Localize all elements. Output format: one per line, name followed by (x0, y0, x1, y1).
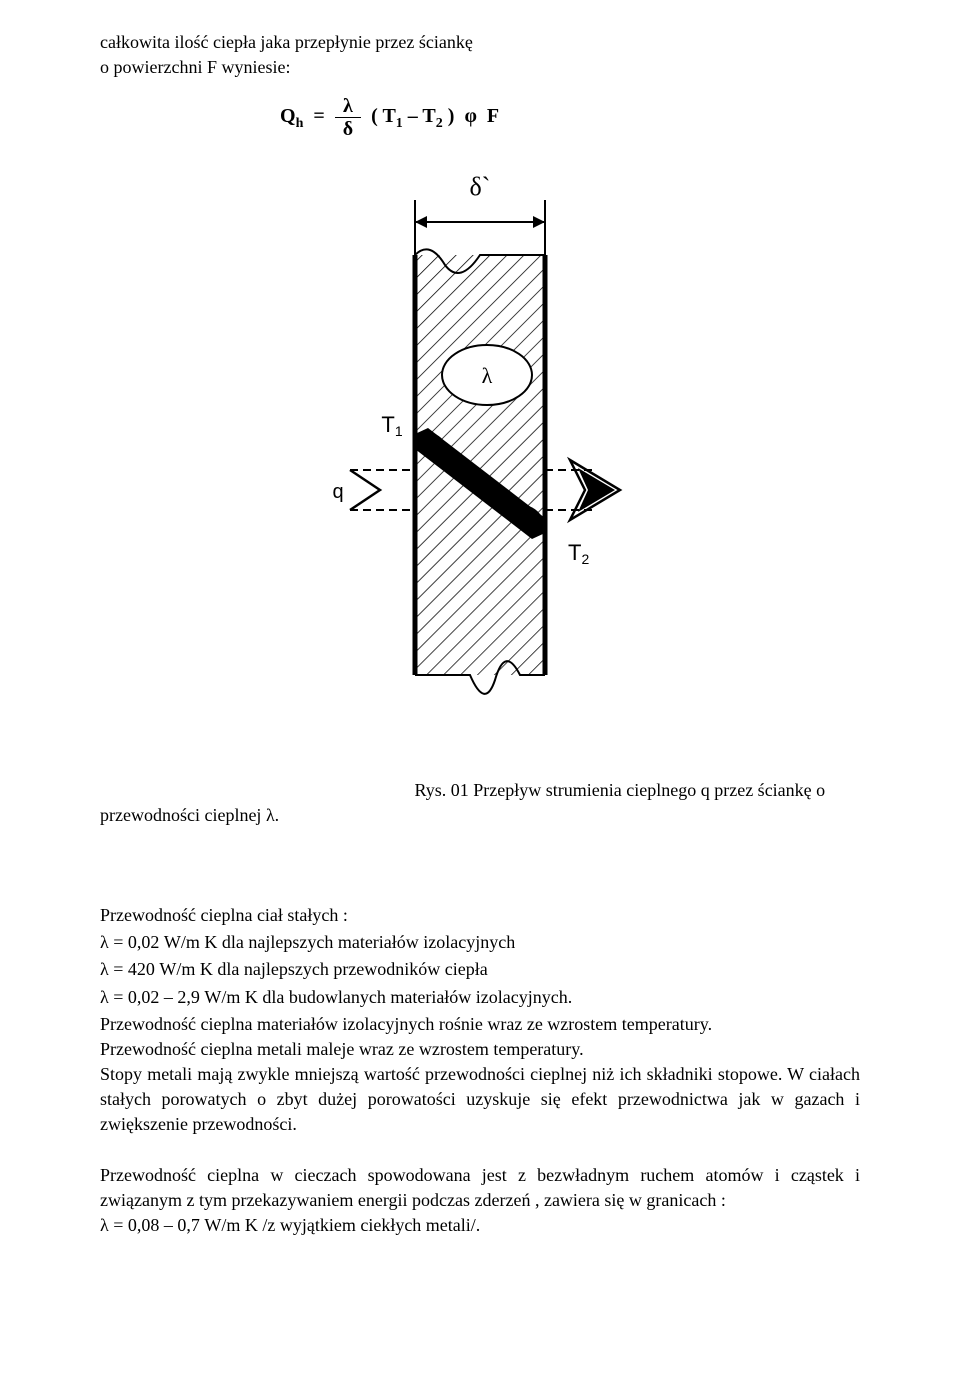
lambda-label: λ (482, 363, 493, 388)
lambda-line-2: λ = 420 W/m K dla najlepszych przewodnik… (100, 957, 860, 982)
eq-numerator: λ (335, 95, 361, 118)
eq-rhs: ( T1 – T2 ) φ F (366, 105, 499, 127)
intro-line-2: o powierzchni F wyniesie: (100, 57, 290, 77)
figure-caption: Rys. 01 Przepływ strumienia cieplnego q … (100, 778, 860, 828)
intro-line-1: całkowita ilość ciepła jaka przepłynie p… (100, 32, 473, 52)
section2-lambda-line: λ = 0,08 – 0,7 W/m K /z wyjątkiem ciekły… (100, 1213, 860, 1238)
delta-dimension: δ` (415, 172, 545, 255)
section2-para-1: Przewodność cieplna w cieczach spowodowa… (100, 1163, 860, 1213)
caption-left: przewodności cieplnej λ. (100, 805, 279, 825)
section1-para-1: Przewodność cieplna materiałów izolacyjn… (100, 1012, 860, 1037)
eq-denominator: δ (335, 118, 361, 140)
eq-fraction: λ δ (335, 95, 361, 140)
section1-para-2: Przewodność cieplna metali maleje wraz z… (100, 1037, 860, 1062)
t1-label: T1 (381, 412, 402, 439)
wall-diagram-svg: δ` λ q (320, 170, 640, 730)
caption-text: Rys. 01 Przepływ strumienia cieplnego q … (415, 780, 826, 800)
q-label: q (332, 481, 343, 503)
heat-equation: Qh = λ δ ( T1 – T2 ) φ F (100, 95, 860, 140)
delta-label: δ` (470, 172, 491, 201)
lambda-line-1: λ = 0,02 W/m K dla najlepszych materiałó… (100, 930, 860, 955)
t2-label: T2 (568, 540, 589, 567)
eq-lhs: Qh = (280, 105, 330, 127)
intro-paragraph: całkowita ilość ciepła jaka przepłynie p… (100, 30, 860, 80)
wall-hatch (415, 255, 545, 675)
lambda-line-3: λ = 0,02 – 2,9 W/m K dla budowlanych mat… (100, 985, 860, 1010)
wall-diagram: δ` λ q (100, 170, 860, 737)
section1-heading: Przewodność cieplna ciał stałych : (100, 903, 860, 928)
section1-para-3: Stopy metali mają zwykle mniejszą wartoś… (100, 1062, 860, 1138)
